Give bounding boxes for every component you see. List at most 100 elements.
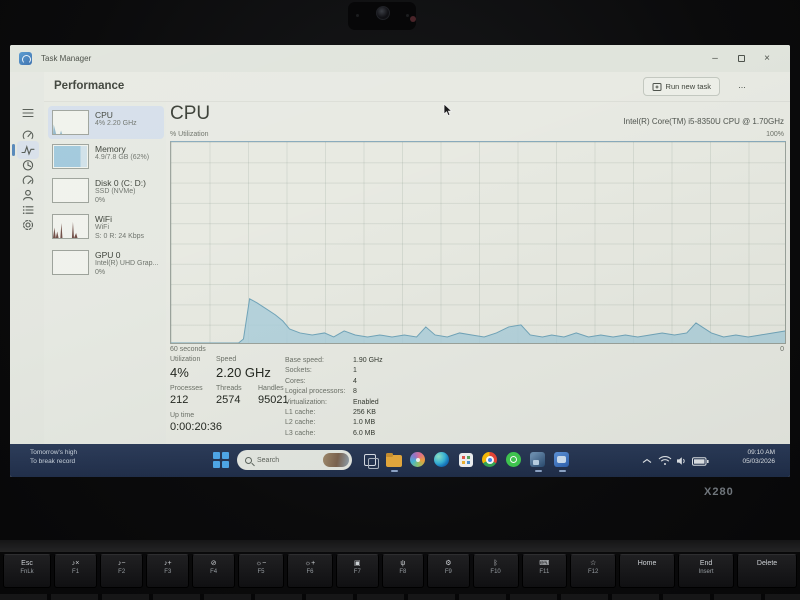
tray-clock[interactable]: 09:10 AM 05/03/2026 xyxy=(742,449,775,466)
task-manager-app-icon xyxy=(19,52,32,65)
perf-sidebar: CPU 4% 2.20 GHz Memory 4.9/7.8 GB (62%) Disk… xyxy=(44,102,166,477)
key-main-label: ♪+ xyxy=(164,560,172,567)
minimize-button[interactable]: – xyxy=(712,53,718,64)
key-main-label: Esc xyxy=(21,560,33,567)
battery-icon[interactable] xyxy=(692,457,709,466)
key-main-label: ⌨ xyxy=(539,560,550,567)
rail-item-performance[interactable] xyxy=(12,141,39,159)
key-main-label: ☼+ xyxy=(304,560,316,567)
rail-item-services[interactable] xyxy=(17,216,39,234)
detail-value: 1.0 MB xyxy=(353,419,376,427)
sidebar-item-sub: WiFi xyxy=(95,224,109,231)
taskbar-app-app-2[interactable] xyxy=(554,452,570,472)
key-main-label: ▣ xyxy=(353,560,361,567)
rail-item-menu[interactable] xyxy=(17,104,39,122)
maximize-icon xyxy=(737,55,745,62)
cpu-details-list: Base speed: 1.90 GHz Sockets: 1 Cores: 4 Logic… xyxy=(285,356,455,439)
detail-label: L3 cache: xyxy=(285,429,316,437)
taskbar-app-edge[interactable] xyxy=(434,452,450,468)
taskbar-app-photos[interactable] xyxy=(410,452,426,468)
speaker-icon[interactable] xyxy=(676,456,687,466)
weather-widget[interactable]: Tomorrow's high To break record xyxy=(30,449,77,466)
axis-label-60-seconds: 60 seconds xyxy=(170,346,206,353)
keyboard-key-f7: ▣ F7 xyxy=(336,554,379,588)
uptime-label: Up time xyxy=(170,412,195,419)
keyboard-key-f12: ☆ F12 xyxy=(570,554,617,588)
taskbar-app-file-explorer[interactable] xyxy=(386,452,402,472)
sidebar-item-title: CPU xyxy=(95,110,113,120)
sidebar-item-disk[interactable]: Disk 0 (C: D:) SSD (NVMe) 0% xyxy=(48,174,164,209)
taskbar-app-app-1[interactable] xyxy=(530,452,546,472)
handles-label: Handles xyxy=(258,385,284,392)
sidebar-item-title: WiFi xyxy=(95,214,112,224)
keyboard-key-f1: ♪× F1 xyxy=(54,554,98,588)
window-controls: – × xyxy=(702,45,780,72)
keyboard-key-f10: ᛒ F10 xyxy=(472,554,519,588)
key-sub-label: Insert xyxy=(698,569,714,575)
key-main-label: ☆ xyxy=(589,560,597,567)
services-icon xyxy=(22,219,34,231)
rail-item-app-history[interactable] xyxy=(17,156,39,174)
speed-label: Speed xyxy=(216,356,237,363)
start-logo-square xyxy=(221,460,229,468)
sidebar-item-text: CPU 4% 2.20 GHz xyxy=(95,110,137,135)
search-icon xyxy=(245,456,252,464)
axis-label-utilization: % Utilization xyxy=(170,131,209,138)
sidebar-item-gpu[interactable]: GPU 0 Intel(R) UHD Grap... 0% xyxy=(48,246,164,281)
detail-label: Sockets: xyxy=(285,367,312,375)
rail-item-users[interactable] xyxy=(17,186,39,204)
start-button[interactable] xyxy=(213,452,229,468)
close-button[interactable]: × xyxy=(764,53,770,64)
start-logo-square xyxy=(213,452,220,459)
detail-value: 6.0 MB xyxy=(353,429,376,437)
app-history-icon xyxy=(22,160,34,171)
taskbar-app-task-view[interactable] xyxy=(362,452,379,469)
key-sub-label: F12 xyxy=(587,569,599,575)
hidden-icons-chevron[interactable] xyxy=(642,458,652,464)
sidebar-item-memory[interactable]: Memory 4.9/7.8 GB (62%) xyxy=(48,140,164,173)
sidebar-item-sub: 0% xyxy=(95,196,106,204)
keyboard-key-home: Home xyxy=(619,554,676,588)
key-main-label: ♪− xyxy=(117,560,126,567)
laptop-hinge xyxy=(0,540,800,552)
sidebar-item-text: GPU 0 Intel(R) UHD Grap... 0% xyxy=(95,250,158,277)
keyboard-key-end: End Insert xyxy=(678,554,735,588)
rail-item-startup-apps[interactable] xyxy=(17,171,39,189)
detail-label: Cores: xyxy=(285,377,306,385)
maximize-button[interactable] xyxy=(728,45,754,72)
more-options-button[interactable]: ... xyxy=(738,80,746,90)
window-titlebar: Task Manager – × xyxy=(10,45,790,72)
taskbar-app-store[interactable] xyxy=(458,452,474,468)
sidebar-item-title: Memory xyxy=(95,144,126,154)
task-view-icon xyxy=(364,454,379,469)
key-sub-label: F4 xyxy=(210,569,218,575)
webcam-lens-icon xyxy=(376,6,416,22)
axis-label-0: 0 xyxy=(780,346,784,353)
details-icon xyxy=(22,206,34,214)
widget-line1: Tomorrow's high xyxy=(30,449,78,456)
taskbar-app-chrome[interactable] xyxy=(482,452,498,468)
wifi-icon[interactable] xyxy=(658,455,672,466)
laptop-model-label: X280 xyxy=(704,486,734,498)
search-box[interactable]: Search xyxy=(237,450,352,470)
whatsapp-icon xyxy=(506,452,521,467)
taskbar-app-whatsapp[interactable] xyxy=(506,452,522,468)
system-tray: 09:10 AM 05/03/2026 xyxy=(640,444,790,477)
rail-item-processes[interactable] xyxy=(17,126,39,144)
key-sub-label: F9 xyxy=(444,569,452,575)
sidebar-item-wifi[interactable]: WiFi WiFi S: 0 R: 24 Kbps xyxy=(48,210,164,245)
key-main-label: Home xyxy=(637,560,657,567)
sidebar-item-cpu[interactable]: CPU 4% 2.20 GHz xyxy=(48,106,164,139)
detail-value: Enabled xyxy=(353,398,379,406)
window-title: Task Manager xyxy=(41,54,92,63)
edge-icon xyxy=(434,452,449,467)
sidebar-item-text: WiFi WiFi S: 0 R: 24 Kbps xyxy=(95,214,144,241)
key-main-label: ⊘ xyxy=(210,560,217,567)
run-new-task-button[interactable]: Run new task xyxy=(642,77,720,96)
keyboard-key-f6: ☼+ F6 xyxy=(286,554,334,588)
rail-item-details[interactable] xyxy=(17,201,39,219)
keyboard-key-f2: ♪− F2 xyxy=(100,554,144,588)
wifi-mini-chart xyxy=(52,214,89,239)
sidebar-item-sub: S: 0 R: 24 Kbps xyxy=(95,232,145,240)
running-indicator xyxy=(534,470,542,472)
